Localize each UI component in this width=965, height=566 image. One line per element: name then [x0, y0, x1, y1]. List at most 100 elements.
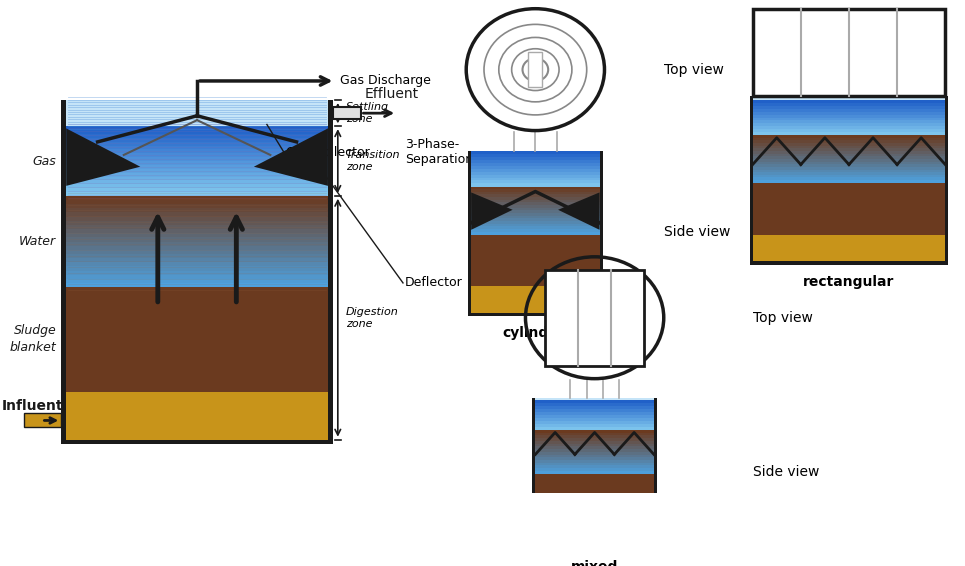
Bar	[471, 189, 599, 192]
Bar	[67, 246, 328, 250]
Text: Water: Water	[19, 235, 56, 248]
Bar	[536, 409, 654, 412]
Bar	[61, 100, 67, 444]
Bar	[67, 208, 328, 213]
Bar	[67, 283, 328, 288]
Bar	[753, 178, 946, 181]
Bar	[536, 460, 654, 463]
Bar	[67, 161, 328, 165]
Text: Deflector: Deflector	[405, 276, 463, 289]
Bar	[536, 433, 654, 436]
Bar	[67, 165, 328, 169]
Text: rectangular: rectangular	[803, 275, 895, 289]
Bar	[753, 140, 946, 143]
Bar	[471, 208, 599, 211]
Bar	[67, 233, 328, 238]
Text: mixed: mixed	[571, 560, 619, 566]
Bar	[471, 226, 599, 229]
Bar	[67, 138, 328, 142]
Bar	[753, 145, 946, 149]
Bar	[753, 143, 946, 146]
Bar	[536, 447, 654, 449]
Polygon shape	[471, 192, 512, 230]
Bar	[536, 435, 654, 439]
Bar	[471, 183, 599, 187]
Bar	[529, 52, 542, 87]
Bar	[67, 145, 328, 150]
Bar	[753, 138, 946, 141]
Bar	[67, 196, 328, 200]
Bar	[753, 126, 946, 130]
Bar	[471, 169, 599, 172]
Bar	[536, 411, 654, 415]
Bar	[471, 186, 599, 190]
Bar	[471, 234, 599, 286]
Bar	[753, 123, 946, 127]
Bar	[536, 415, 654, 418]
Bar	[533, 546, 657, 549]
Text: Transition
zone: Transition zone	[345, 150, 400, 172]
Text: Effluent: Effluent	[365, 87, 419, 101]
Bar	[471, 229, 599, 232]
Bar	[753, 159, 946, 162]
Bar	[67, 262, 328, 267]
Bar	[471, 163, 599, 166]
Bar	[536, 449, 654, 452]
Bar	[471, 157, 599, 161]
Bar	[67, 188, 328, 192]
Bar	[67, 185, 328, 188]
Bar	[536, 474, 654, 521]
Bar	[536, 400, 654, 403]
Bar	[471, 192, 599, 195]
Bar	[67, 217, 328, 221]
Bar	[753, 121, 946, 124]
Bar	[471, 202, 599, 205]
Bar	[67, 157, 328, 161]
Bar	[536, 402, 654, 406]
Polygon shape	[558, 192, 599, 230]
Bar	[67, 153, 328, 157]
Bar	[67, 181, 328, 185]
Bar	[753, 183, 946, 235]
Bar	[750, 96, 753, 261]
Bar	[67, 229, 328, 234]
Bar	[67, 212, 328, 217]
Bar	[536, 444, 654, 447]
Bar	[67, 237, 328, 242]
Bar	[753, 180, 946, 183]
Bar	[471, 205, 599, 208]
Bar	[536, 438, 654, 441]
Bar	[471, 200, 599, 203]
Bar	[753, 115, 946, 118]
Polygon shape	[67, 128, 140, 186]
Bar	[67, 177, 328, 181]
Text: 3-Phase-
Separation: 3-Phase- Separation	[405, 138, 473, 166]
Bar	[67, 279, 328, 284]
Bar	[533, 398, 536, 546]
Bar	[468, 312, 602, 316]
Bar	[67, 149, 328, 154]
Bar	[471, 210, 599, 213]
Text: Sludge
blanket: Sludge blanket	[10, 324, 56, 354]
Bar	[536, 468, 654, 471]
Text: Side view: Side view	[664, 225, 731, 239]
Circle shape	[522, 58, 548, 81]
Bar	[471, 216, 599, 218]
Bar	[67, 200, 328, 205]
Bar	[536, 427, 654, 431]
Bar	[67, 267, 328, 271]
Bar	[753, 106, 946, 109]
Bar	[753, 100, 946, 104]
Text: cylindric: cylindric	[503, 327, 568, 340]
Bar	[753, 118, 946, 121]
Bar	[654, 398, 657, 546]
Bar	[67, 271, 328, 275]
Bar	[753, 156, 946, 159]
Bar	[753, 169, 946, 173]
Bar	[753, 235, 946, 261]
Bar	[753, 161, 946, 165]
Text: Digestion
zone: Digestion zone	[345, 307, 399, 328]
Bar	[67, 221, 328, 225]
Bar	[753, 132, 946, 135]
Bar	[471, 213, 599, 216]
